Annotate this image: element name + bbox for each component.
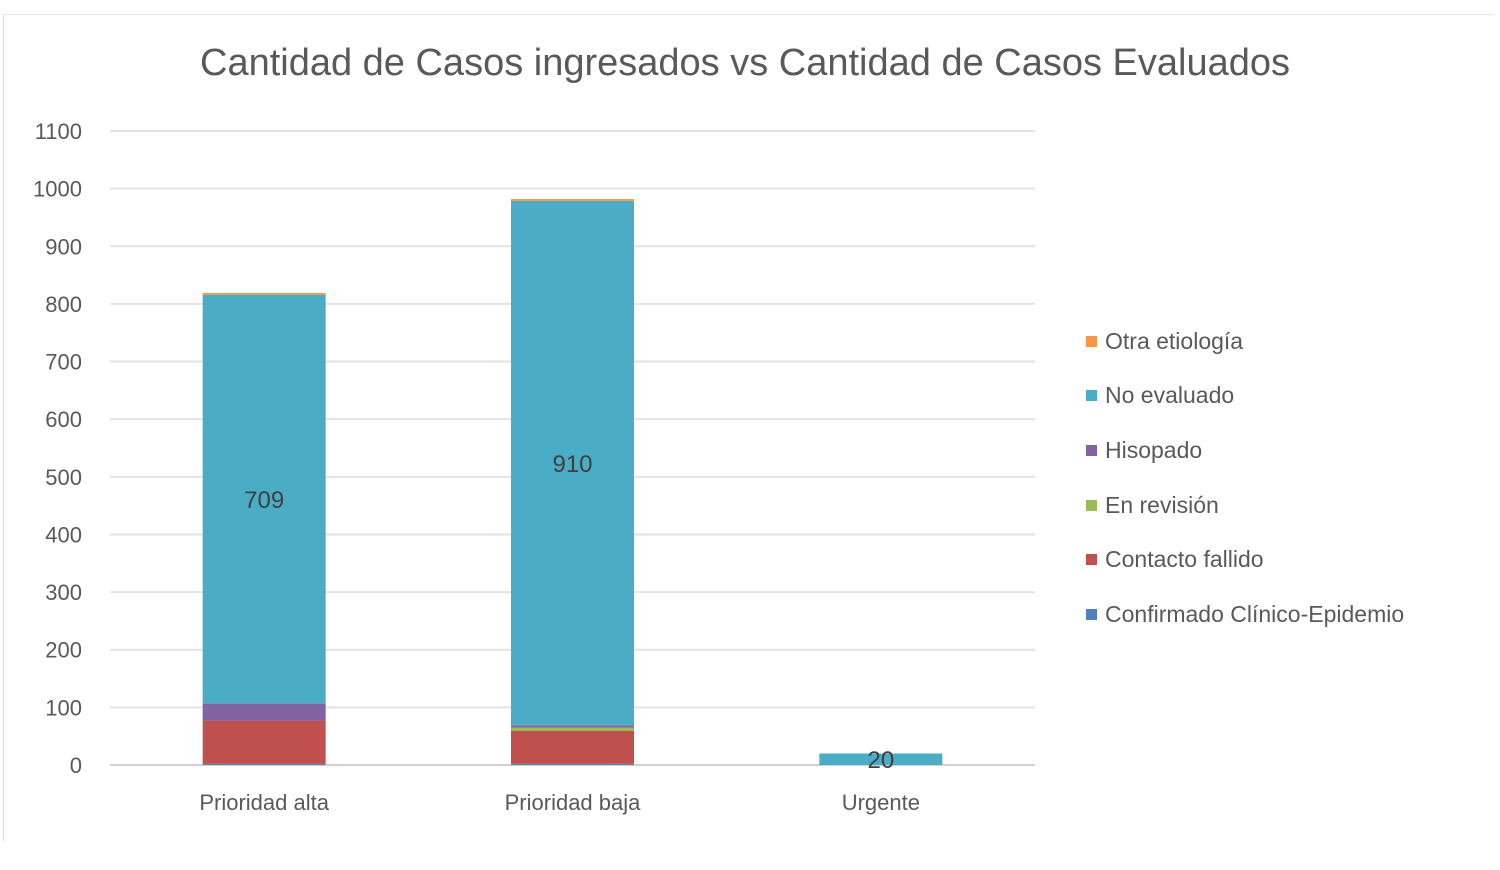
chart-frame (3, 14, 1494, 841)
bar-segment (511, 727, 634, 731)
legend-label: Contacto fallido (1105, 546, 1264, 573)
y-tick-label: 0 (70, 753, 82, 778)
data-label: 910 (552, 451, 592, 478)
y-tick-label: 200 (45, 638, 82, 663)
bar-segment (511, 730, 634, 764)
y-tick-label: 1100 (35, 119, 82, 144)
legend: Otra etiología No evaluado Hisopado En revi… (1086, 314, 1404, 642)
x-tick-label: Prioridad baja (505, 790, 642, 815)
bar-segment (511, 199, 634, 201)
y-tick-label: 800 (45, 292, 82, 317)
legend-swatch (1086, 335, 1097, 347)
y-tick-label: 900 (45, 234, 82, 259)
bar-segment (511, 725, 634, 728)
legend-item: Contacto fallido (1086, 532, 1404, 587)
y-tick-label: 700 (45, 350, 82, 375)
bar-segment (511, 763, 634, 765)
legend-label: No evaluado (1105, 382, 1235, 409)
bar-segment (202, 763, 326, 765)
y-tick-label: 100 (45, 695, 82, 720)
data-label: 20 (867, 747, 894, 774)
legend-label: Confirmado Clínico-Epidemio (1105, 600, 1405, 627)
bar-segment (511, 200, 634, 726)
bar-segment (202, 720, 326, 764)
legend-swatch (1086, 444, 1097, 456)
legend-item: Hisopado (1086, 423, 1404, 478)
bar-segment (202, 292, 326, 295)
y-tick-label: 600 (45, 407, 82, 432)
y-tick-label: 500 (45, 465, 82, 490)
legend-item: En revisión (1086, 478, 1404, 533)
legend-swatch (1086, 554, 1097, 566)
data-label: 709 (244, 487, 284, 514)
x-tick-label: Urgente (842, 790, 920, 815)
legend-label: Hisopado (1105, 436, 1203, 463)
legend-label: En revisión (1105, 491, 1219, 518)
legend-item: No evaluado (1086, 369, 1404, 424)
legend-label: Otra etiología (1105, 327, 1244, 354)
legend-swatch (1086, 499, 1097, 511)
y-tick-label: 1000 (33, 177, 82, 202)
chart-title: Cantidad de Casos ingresados vs Cantidad… (200, 42, 1290, 84)
legend-item: Otra etiología (1086, 314, 1404, 369)
bar-segment (202, 294, 326, 704)
x-tick-label: Prioridad alta (199, 790, 329, 815)
legend-item: Confirmado Clínico-Epidemio (1086, 587, 1404, 642)
bar-segment (202, 703, 326, 721)
bar-segment (819, 753, 943, 765)
y-tick-label: 400 (45, 522, 82, 547)
y-tick-label: 300 (45, 580, 82, 605)
legend-swatch (1086, 390, 1097, 402)
legend-swatch (1086, 608, 1097, 620)
